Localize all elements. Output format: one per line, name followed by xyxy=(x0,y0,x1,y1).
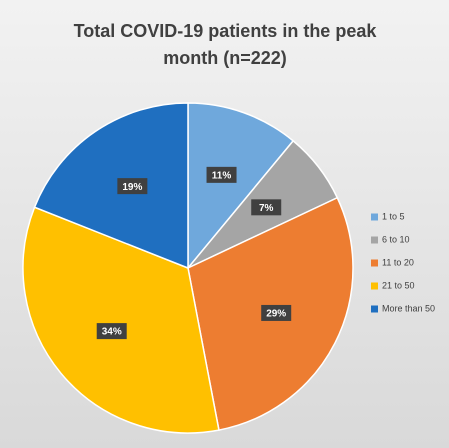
data-label-box xyxy=(96,323,127,340)
pie-slice xyxy=(22,206,220,434)
legend-label: 11 to 20 xyxy=(382,257,414,267)
pie-slice xyxy=(33,102,189,270)
legend-label: 6 to 10 xyxy=(382,234,410,244)
data-label: 7% xyxy=(259,203,274,214)
data-label-box xyxy=(117,178,148,195)
legend-swatch xyxy=(371,259,378,267)
chart-title: Total COVID-19 patients in the peak mont… xyxy=(73,21,377,68)
legend-label: 1 to 5 xyxy=(382,211,405,221)
legend-swatch xyxy=(371,282,378,290)
data-label: 29% xyxy=(266,309,286,320)
data-label-box xyxy=(251,199,282,216)
legend-label: More than 50 xyxy=(382,303,435,313)
data-label-box xyxy=(206,166,237,183)
legend-swatch xyxy=(371,305,378,313)
legend-label: 21 to 50 xyxy=(382,280,415,290)
data-label: 11% xyxy=(212,170,232,181)
pie-slice xyxy=(187,102,295,271)
data-label: 19% xyxy=(122,182,142,193)
legend-swatch xyxy=(371,236,378,244)
legend-swatch xyxy=(371,213,378,221)
data-label-box xyxy=(261,304,292,321)
data-label: 34% xyxy=(102,327,122,338)
